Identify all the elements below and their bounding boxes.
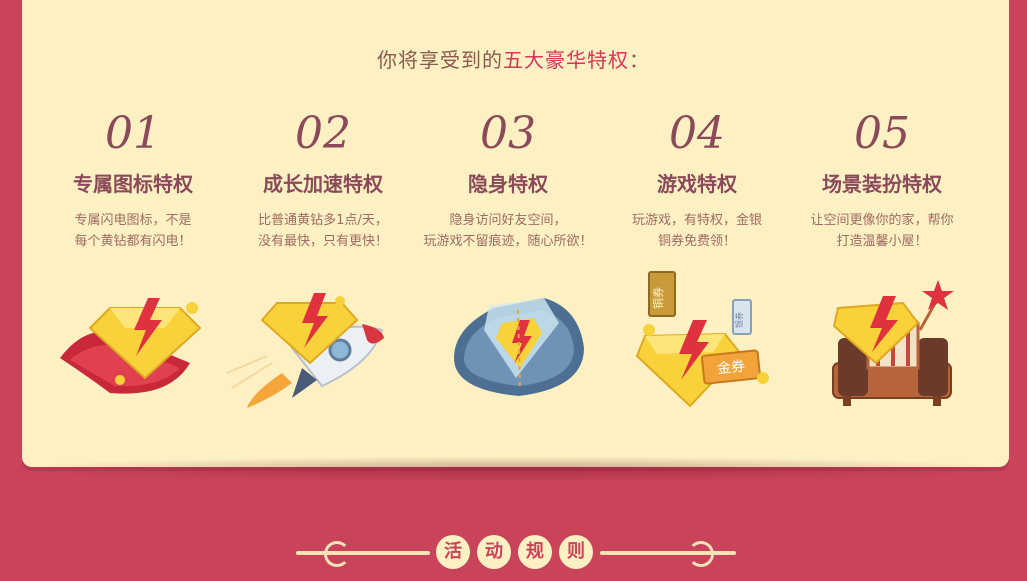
card-shadow <box>0 456 1027 482</box>
feature-desc-line: 比普通黄钻多1点/天， <box>258 213 388 228</box>
feature-desc-line: 玩游戏不留痕迹，随心所欲！ <box>423 234 593 249</box>
feature-description: 比普通黄钻多1点/天， 没有最快，只有更快！ <box>233 210 413 252</box>
feature-desc-line: 每个黄钻都有闪电！ <box>74 234 192 249</box>
headline-suffix: ： <box>629 48 650 72</box>
headline-prefix: 你将享受到的 <box>377 48 503 72</box>
feature-description: 隐身访问好友空间， 玩游戏不留痕迹，随心所欲！ <box>418 210 598 252</box>
feature-stealth-privilege: 03 隐身特权 隐身访问好友空间， 玩游戏不留痕迹，随心所欲！ <box>418 108 598 252</box>
feature-description: 玩游戏，有特权，金银 铜券免费领！ <box>607 210 787 252</box>
feature-number: 05 <box>854 108 910 159</box>
feature-description: 专属闪电图标，不是 每个黄钻都有闪电！ <box>43 210 223 252</box>
gold-ticket-label: 金券 <box>716 359 746 378</box>
copper-ticket-label: 铜券 <box>651 287 665 309</box>
feature-desc-line: 隐身访问好友空间， <box>449 213 567 228</box>
feature-desc-line: 让空间更像你的家，帮你 <box>810 213 954 228</box>
feature-description: 让空间更像你的家，帮你 打造温馨小屋！ <box>792 210 972 252</box>
feature-desc-line: 玩游戏，有特权，金银 <box>631 213 762 228</box>
rules-ornament-right <box>688 541 714 567</box>
activity-rules-heading: 活 动 规 则 <box>0 533 1027 573</box>
feature-title: 专属图标特权 <box>73 172 193 196</box>
feature-number: 03 <box>480 108 536 159</box>
stealth-bag-icon <box>454 298 584 396</box>
caped-diamond-icon <box>60 298 202 394</box>
feature-icon-privilege: 01 专属图标特权 专属闪电图标，不是 每个黄钻都有闪电！ <box>43 108 223 252</box>
feature-desc-line: 打造温馨小屋！ <box>836 234 928 249</box>
feature-desc-line: 专属闪电图标，不是 <box>74 213 192 228</box>
feature-title: 隐身特权 <box>468 172 548 196</box>
rules-char: 活 <box>436 535 470 569</box>
feature-number: 01 <box>105 108 161 159</box>
rules-divider-right <box>600 551 736 555</box>
rules-divider-left <box>296 551 430 555</box>
privileges-headline: 你将享受到的五大豪华特权： <box>0 44 1027 73</box>
armchair-diamond-icon <box>832 280 954 406</box>
feature-growth-privilege: 02 成长加速特权 比普通黄钻多1点/天， 没有最快，只有更快！ <box>233 108 413 252</box>
feature-game-privilege: 04 游戏特权 玩游戏，有特权，金银 铜券免费领！ <box>607 108 787 252</box>
rules-char: 则 <box>559 535 593 569</box>
rocket-diamond-icon <box>226 293 384 408</box>
feature-desc-line: 没有最快，只有更快！ <box>257 234 388 249</box>
feature-desc-line: 铜券免费领！ <box>657 234 736 249</box>
feature-title: 游戏特权 <box>657 172 737 196</box>
feature-title: 场景装扮特权 <box>822 172 942 196</box>
feature-decoration-privilege: 05 场景装扮特权 让空间更像你的家，帮你 打造温馨小屋！ <box>792 108 972 252</box>
rules-char: 动 <box>477 535 511 569</box>
silver-ticket-label: 银券 <box>734 312 744 328</box>
headline-highlight: 五大豪华特权 <box>503 48 629 72</box>
feature-number: 02 <box>295 108 351 159</box>
feature-number: 04 <box>669 108 725 159</box>
feature-title: 成长加速特权 <box>263 172 383 196</box>
rules-ornament-left <box>324 541 350 567</box>
rules-char: 规 <box>518 535 552 569</box>
ticket-diamond-icon: 铜券 银券 金券 <box>635 271 769 408</box>
